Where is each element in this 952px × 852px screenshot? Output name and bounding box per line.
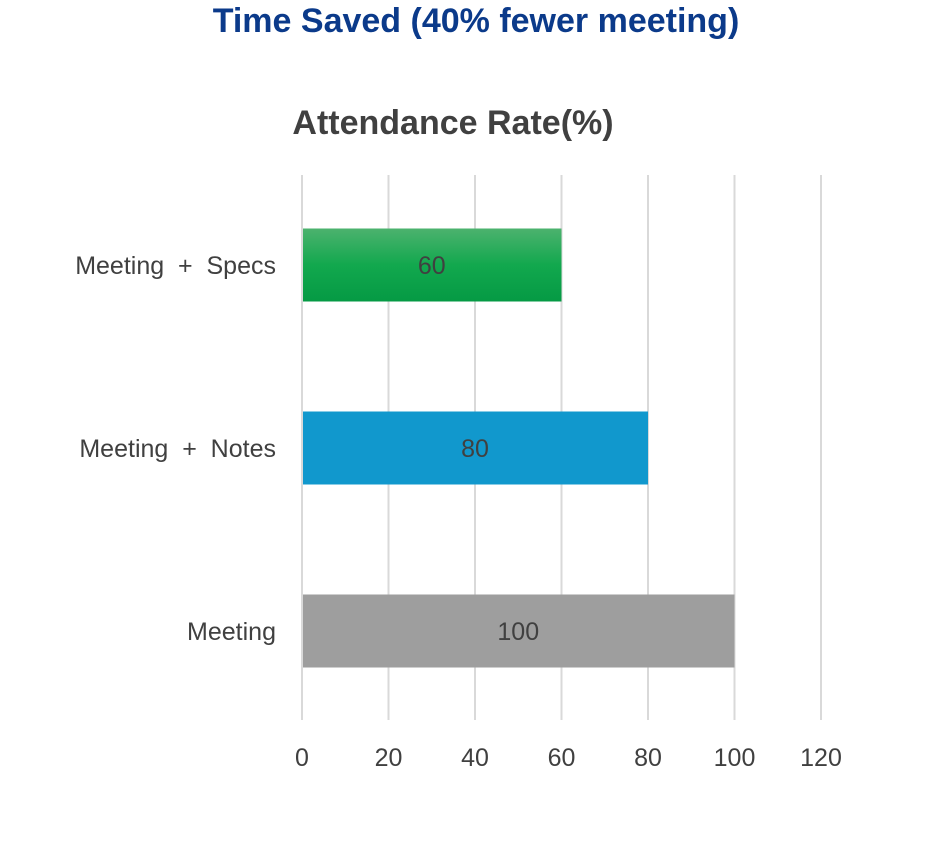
bar xyxy=(303,411,648,485)
x-tick-label: 120 xyxy=(800,744,842,772)
bar xyxy=(303,594,735,668)
category-label: Meeting + Notes xyxy=(79,435,276,463)
x-tick-label: 80 xyxy=(634,744,662,772)
category-label: Meeting + Specs xyxy=(75,252,276,280)
page-title: Time Saved (40% fewer meeting) xyxy=(212,2,740,40)
x-tick-label: 40 xyxy=(461,744,489,772)
chart-title: Attendance Rate(%) xyxy=(292,104,614,142)
data-label: 100 xyxy=(497,618,539,646)
x-tick-label: 0 xyxy=(295,744,309,772)
bar xyxy=(303,228,562,302)
x-tick-label: 60 xyxy=(548,744,576,772)
data-label: 60 xyxy=(418,252,446,280)
x-tick-label: 100 xyxy=(714,744,756,772)
x-tick-label: 20 xyxy=(375,744,403,772)
category-label: Meeting xyxy=(187,618,276,646)
data-label: 80 xyxy=(461,435,489,463)
